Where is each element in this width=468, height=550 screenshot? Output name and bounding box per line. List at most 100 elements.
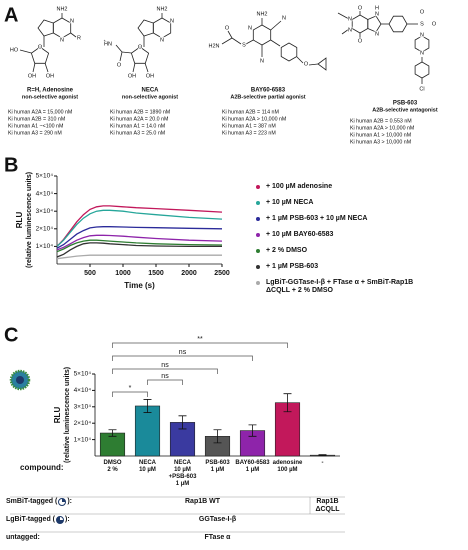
- atom-label: N: [260, 58, 264, 64]
- significance-bracket: [112, 391, 148, 397]
- atom-label: O: [358, 38, 363, 44]
- row-value: FTase α: [204, 534, 231, 541]
- ring: [317, 57, 327, 71]
- x-tick-label: 1000: [115, 270, 131, 277]
- bond: [270, 20, 282, 31]
- bond: [270, 39, 281, 47]
- compound-class: A2B-selective antagonist: [372, 107, 438, 113]
- significance-bracket: [112, 342, 288, 348]
- atom-label: N: [282, 15, 286, 21]
- bond: [115, 44, 123, 53]
- legend-marker: [256, 265, 260, 269]
- bond: [70, 32, 77, 38]
- x-tick-label: 2000: [181, 270, 197, 277]
- y-tick-label: 2×10⁴: [36, 226, 54, 233]
- x-tick-label: NECA 10 µM +PSB-603 1 µM: [168, 460, 197, 487]
- atom-label: S: [420, 21, 424, 27]
- ring: [252, 24, 272, 46]
- significance-label: **: [197, 336, 203, 343]
- panel-label: A: [4, 4, 18, 26]
- series-line: [56, 239, 223, 253]
- x-axis-label: Time (s): [124, 281, 155, 290]
- atom-label: N: [420, 32, 424, 38]
- atom-label: O: [138, 44, 143, 50]
- bond: [296, 56, 304, 64]
- legend-label: + 10 µM NECA: [266, 198, 314, 206]
- x-tick-label: -: [321, 460, 324, 466]
- tag-icon: [58, 498, 67, 507]
- atom-label: N: [375, 11, 379, 17]
- atom-label: NH2: [156, 6, 167, 12]
- bond: [341, 28, 350, 35]
- legend-label: + 10 µM BAY60-6583: [266, 230, 334, 238]
- series-line: [56, 209, 223, 247]
- bond: [227, 30, 233, 39]
- legend-label: + 100 µM adenosine: [266, 182, 333, 190]
- atom-label: N: [375, 31, 379, 37]
- ring: [37, 19, 54, 37]
- x-tick-label: 2500: [214, 270, 230, 277]
- y-tick-label: 4×10⁴: [74, 387, 92, 394]
- legend-marker: [256, 185, 260, 189]
- significance-bracket: [112, 368, 218, 374]
- bond: [337, 12, 350, 20]
- legend-label: + 1 µM PSB-603: [266, 262, 319, 270]
- ring: [367, 15, 382, 33]
- ki-value: Ki human A3 > 10,000 nM: [350, 139, 411, 145]
- ki-value: Ki human A1 > 10,000 nM: [350, 132, 411, 138]
- tag-icon: [56, 516, 64, 525]
- series-line: [56, 234, 223, 251]
- ring: [414, 35, 430, 53]
- ki-value: Ki human A2A > 10,000 nM: [350, 125, 414, 131]
- atom-label: N: [248, 25, 252, 31]
- legend-marker: [256, 217, 260, 221]
- series-line: [56, 254, 222, 260]
- legend-label: LgBiT-GGTase-I-β + FTase α + SmBiT-Rap1B…: [266, 278, 414, 294]
- ki-value: Ki human A2A = 20.0 nM: [110, 116, 168, 122]
- series-line: [56, 205, 223, 247]
- y-axis-sublabel: (relative luminescence units): [64, 367, 71, 463]
- row-label-end: ):: [65, 516, 70, 523]
- bond: [308, 63, 319, 66]
- atom-label: S: [242, 42, 246, 48]
- ki-value: Ki human A3 = 290 nM: [8, 130, 62, 136]
- atom-label: H2N: [208, 43, 219, 49]
- ring: [280, 42, 298, 62]
- ring: [414, 61, 430, 79]
- panel-label: C: [4, 324, 18, 346]
- error-bar: [283, 393, 292, 413]
- atom-label: O: [432, 21, 437, 27]
- ki-value: Ki human A1 = 387 nM: [222, 123, 276, 129]
- error-bar: [178, 415, 187, 430]
- atom-label: N: [420, 50, 424, 56]
- significance-label: ns: [161, 362, 169, 369]
- atom-label: NH2: [56, 6, 67, 12]
- ring: [388, 15, 408, 33]
- significance-label: ns: [179, 349, 187, 356]
- bond: [121, 51, 132, 54]
- y-axis-label: RLU: [15, 212, 24, 229]
- y-tick-label: 5×10⁴: [74, 371, 92, 378]
- atom-label: N: [70, 18, 74, 24]
- ki-value: Ki human A2B = 0.553 nM: [350, 118, 412, 124]
- atom-label: HN: [104, 41, 112, 47]
- row-label-text: LgBiT-tagged (: [6, 516, 55, 523]
- error-bar: [213, 429, 222, 444]
- ki-value: Ki human A3 = 223 nM: [222, 130, 276, 136]
- atom-label: N: [348, 27, 352, 33]
- series-line: [56, 242, 222, 258]
- legend-marker: [256, 201, 260, 205]
- error-bar: [143, 399, 152, 413]
- ki-value: Ki human A1 ~<100 nM: [8, 123, 63, 129]
- significance-bracket: [112, 355, 253, 361]
- y-tick-label: 1×10⁴: [36, 243, 54, 250]
- x-tick-label: 1500: [148, 270, 164, 277]
- legend-label: + 1 µM PSB-603 + 10 µM NECA: [266, 214, 368, 222]
- legend-marker: [256, 233, 260, 237]
- atom-label: Cl: [419, 86, 424, 92]
- compound-name: R=H, Adenosine: [27, 88, 74, 94]
- atom-label: OH: [146, 73, 154, 79]
- bond: [32, 62, 36, 73]
- row-label-text: untagged:: [6, 534, 40, 541]
- atom-label: N: [348, 16, 352, 22]
